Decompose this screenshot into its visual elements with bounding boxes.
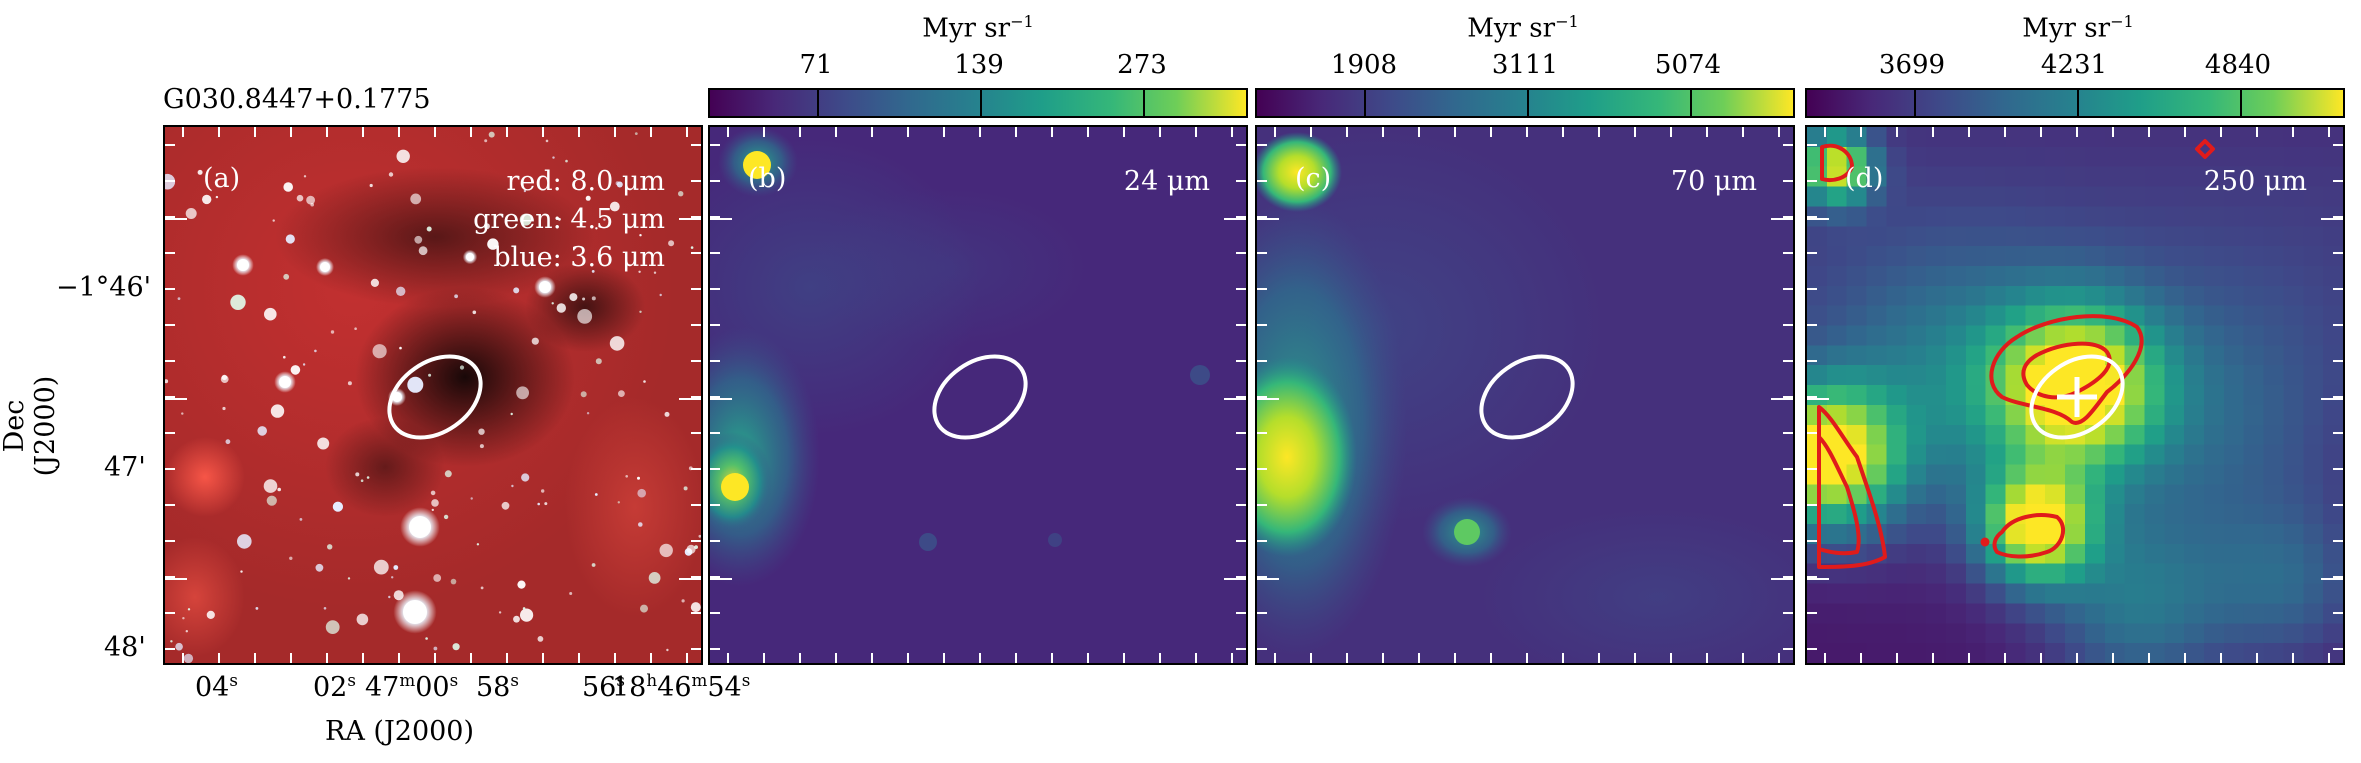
colorbar-b-tick: 71 xyxy=(799,50,833,80)
colorbar-c-unit: Myr sr−1 xyxy=(1467,12,1579,44)
panel-a-label: (a) xyxy=(203,163,241,194)
ra-tick-label: 47m00s xyxy=(365,670,459,703)
source-ellipse xyxy=(2029,354,2125,440)
ra-tick-label: 04s xyxy=(195,670,238,703)
ra-tick-label: 18h46m54s xyxy=(612,670,751,703)
ra-tick-label: 02s xyxy=(313,670,356,703)
colorbar-d-tick: 3699 xyxy=(1878,50,1946,80)
panel-d-label: (d) xyxy=(1845,163,1884,194)
panel-c-label: (c) xyxy=(1295,163,1332,194)
panel-b-wavelength: 24 μm xyxy=(1123,166,1210,197)
colorbar-b xyxy=(708,88,1248,118)
dec-tick-label: 47' xyxy=(104,452,146,483)
panel-d-250um-image: (d) 250 μm xyxy=(1805,125,2345,665)
panel-a-rgb-image: (a) red: 8.0 μm green: 4.5 μm blue: 3.6 … xyxy=(163,125,703,665)
ra-axis-label: RA (J2000) xyxy=(325,716,475,747)
colorbar-b-tick: 273 xyxy=(1117,50,1167,80)
source-ellipse xyxy=(387,354,483,440)
dec-axis-label: Dec (J2000) xyxy=(0,375,61,477)
source-ellipse xyxy=(1479,354,1575,440)
source-ellipse xyxy=(932,354,1028,440)
ra-tick-label: 58s xyxy=(476,670,519,703)
colorbar-c-tick: 5074 xyxy=(1654,50,1722,80)
colorbar-b-tick: 139 xyxy=(954,50,1004,80)
panel-c-wavelength: 70 μm xyxy=(1670,166,1757,197)
panel-b-label: (b) xyxy=(748,163,787,194)
colorbar-d-tick: 4840 xyxy=(2204,50,2272,80)
colorbar-b-unit: Myr sr−1 xyxy=(922,12,1034,44)
colorbar-c-tick: 3111 xyxy=(1491,50,1559,80)
colorbar-c xyxy=(1255,88,1795,118)
panel-a-legend: red: 8.0 μm green: 4.5 μm blue: 3.6 μm xyxy=(473,166,665,273)
colorbar-d-tick: 4231 xyxy=(2040,50,2108,80)
colorbar-d xyxy=(1805,88,2345,118)
ra-tick-label: 56s xyxy=(582,670,625,703)
panel-c-70um-image: (c) 70 μm xyxy=(1255,125,1795,665)
source-title: G030.8447+0.1775 xyxy=(163,84,431,115)
colorbar-d-unit: Myr sr−1 xyxy=(2022,12,2134,44)
panel-d-wavelength: 250 μm xyxy=(2203,166,2307,197)
dec-tick-label: −1°46' xyxy=(56,272,152,303)
dec-tick-label: 48' xyxy=(104,632,146,663)
colorbar-c-tick: 1908 xyxy=(1330,50,1398,80)
panel-b-24um-image: (b) 24 μm xyxy=(708,125,1248,665)
